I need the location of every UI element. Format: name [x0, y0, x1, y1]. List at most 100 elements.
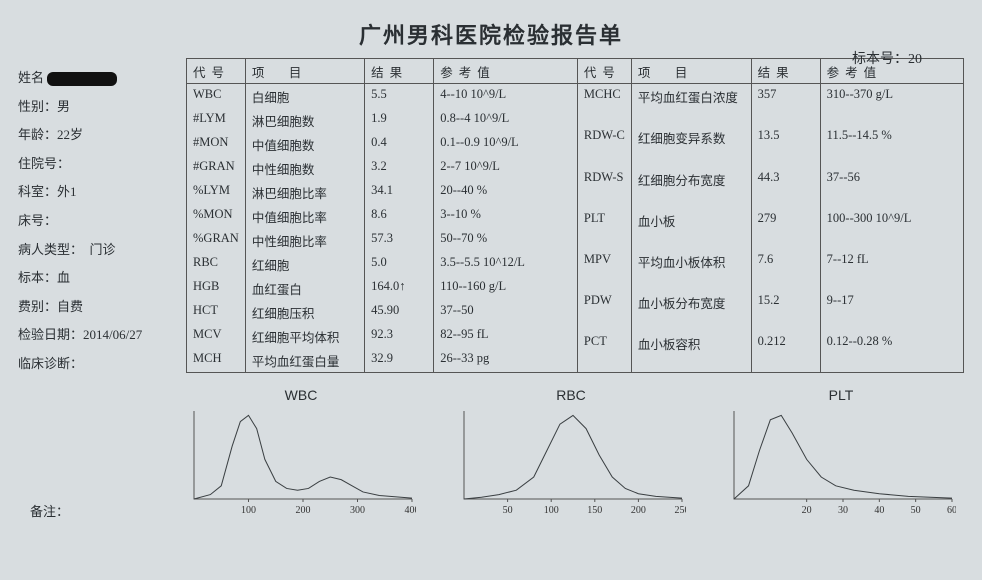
table-row: %GRAN中性细胞比率57.350--70 % [187, 228, 577, 252]
clinical-label: 临床诊断： [18, 356, 83, 371]
svg-text:250: 250 [675, 505, 687, 516]
chart-rbc: RBC 50100150200250 [456, 387, 686, 522]
cell-result: 57.3 [365, 228, 434, 252]
cell-code: HGB [187, 276, 245, 300]
age-label: 年龄： [18, 127, 57, 142]
cell-result: 3.2 [365, 156, 434, 180]
cell-code: RDW-C [577, 125, 631, 166]
th-ref: 参考值 [434, 59, 577, 84]
th-result: 结果 [365, 59, 434, 84]
cell-item: 红细胞压积 [245, 300, 364, 324]
specimen-value: 血 [57, 270, 70, 285]
cell-ref: 100--300 10^9/L [820, 208, 963, 249]
dept-value: 外1 [57, 184, 77, 199]
chart-plt-svg: 2030405060 [726, 407, 956, 517]
table-row: WBC白细胞5.54--10 10^9/L [187, 84, 577, 109]
chart-wbc-title: WBC [186, 387, 416, 403]
cell-code: RDW-S [577, 167, 631, 208]
results-tables: 代号 项 目 结果 参考值 WBC白细胞5.54--10 10^9/L#LYM淋… [186, 58, 964, 373]
cell-code: MCHC [577, 84, 631, 126]
cell-item: 血小板分布宽度 [631, 290, 751, 331]
cell-item: 平均血红蛋白量 [245, 348, 364, 372]
cell-result: 44.3 [751, 167, 820, 208]
cell-item: 中值细胞比率 [245, 204, 364, 228]
cell-item: 红细胞 [245, 252, 364, 276]
cell-ref: 0.8--4 10^9/L [434, 108, 577, 132]
chart-wbc-svg: 100200300400 [186, 407, 416, 517]
cell-ref: 3.5--5.5 10^12/L [434, 252, 577, 276]
cell-item: 白细胞 [245, 84, 364, 109]
cell-result: 357 [751, 84, 820, 126]
cell-ref: 37--50 [434, 300, 577, 324]
table-row: RDW-C红细胞变异系数13.511.5--14.5 % [577, 125, 963, 166]
table-row: MCH平均血红蛋白量32.926--33 pg [187, 348, 577, 372]
chart-rbc-title: RBC [456, 387, 686, 403]
cell-item: 红细胞平均体积 [245, 324, 364, 348]
table-row: PLT血小板279100--300 10^9/L [577, 208, 963, 249]
date-label: 检验日期： [18, 327, 83, 342]
cell-result: 164.0↑ [365, 276, 434, 300]
table-row: PCT血小板容积0.2120.12--0.28 % [577, 331, 963, 372]
chart-plt: PLT 2030405060 [726, 387, 956, 522]
svg-text:200: 200 [296, 505, 311, 516]
specimen-no-label: 标本号： [852, 52, 908, 67]
table-row: MPV平均血小板体积7.67--12 fL [577, 249, 963, 290]
table-row: RDW-S红细胞分布宽度44.337--56 [577, 167, 963, 208]
cell-ref: 4--10 10^9/L [434, 84, 577, 109]
cell-item: 血小板 [631, 208, 751, 249]
cell-code: %MON [187, 204, 245, 228]
svg-text:400: 400 [405, 505, 417, 516]
cell-result: 5.5 [365, 84, 434, 109]
cell-ref: 50--70 % [434, 228, 577, 252]
cell-item: 中值细胞数 [245, 132, 364, 156]
cell-result: 13.5 [751, 125, 820, 166]
cell-ref: 37--56 [820, 167, 963, 208]
chart-rbc-svg: 50100150200250 [456, 407, 686, 517]
table-row: %MON中值细胞比率8.63--10 % [187, 204, 577, 228]
cell-ref: 0.12--0.28 % [820, 331, 963, 372]
cell-ref: 9--17 [820, 290, 963, 331]
cell-item: 红细胞分布宽度 [631, 167, 751, 208]
cell-code: PDW [577, 290, 631, 331]
cell-item: 平均血红蛋白浓度 [631, 84, 751, 126]
table-row: MCHC平均血红蛋白浓度357310--370 g/L [577, 84, 963, 126]
cell-item: 淋巴细胞比率 [245, 180, 364, 204]
th-item: 项 目 [245, 59, 364, 84]
cell-ref: 11.5--14.5 % [820, 125, 963, 166]
table-row: %LYM淋巴细胞比率34.120--40 % [187, 180, 577, 204]
cell-ref: 20--40 % [434, 180, 577, 204]
chart-wbc: WBC 100200300400 [186, 387, 416, 522]
cell-item: 中性细胞比率 [245, 228, 364, 252]
pay-value: 自费 [57, 299, 83, 314]
svg-text:150: 150 [587, 505, 602, 516]
ptype-label: 病人类型： [18, 242, 77, 257]
cell-code: HCT [187, 300, 245, 324]
table-row: #GRAN中性细胞数3.22--7 10^9/L [187, 156, 577, 180]
table-row: #MON中值细胞数0.40.1--0.9 10^9/L [187, 132, 577, 156]
name-label: 姓名 [18, 64, 44, 93]
cell-ref: 82--95 fL [434, 324, 577, 348]
svg-text:40: 40 [874, 505, 884, 516]
cell-code: %GRAN [187, 228, 245, 252]
specimen-number: 标本号：20 [852, 48, 922, 68]
table-row: HCT红细胞压积45.9037--50 [187, 300, 577, 324]
table-row: #LYM淋巴细胞数1.90.8--4 10^9/L [187, 108, 577, 132]
cell-result: 32.9 [365, 348, 434, 372]
cell-result: 5.0 [365, 252, 434, 276]
cell-result: 0.4 [365, 132, 434, 156]
dept-label: 科室： [18, 184, 57, 199]
cell-item: 红细胞变异系数 [631, 125, 751, 166]
gender-value: 男 [57, 99, 70, 114]
th-result: 结果 [751, 59, 820, 84]
cell-item: 血小板容积 [631, 331, 751, 372]
th-item: 项 目 [631, 59, 751, 84]
bed-label: 床号： [18, 213, 57, 228]
cell-code: #LYM [187, 108, 245, 132]
th-code: 代号 [577, 59, 631, 84]
cell-code: #GRAN [187, 156, 245, 180]
results-table-right: 代号 项 目 结果 参考值 MCHC平均血红蛋白浓度357310--370 g/… [577, 59, 963, 372]
table-row: MCV红细胞平均体积92.382--95 fL [187, 324, 577, 348]
svg-text:200: 200 [631, 505, 646, 516]
svg-text:50: 50 [911, 505, 921, 516]
cell-ref: 0.1--0.9 10^9/L [434, 132, 577, 156]
